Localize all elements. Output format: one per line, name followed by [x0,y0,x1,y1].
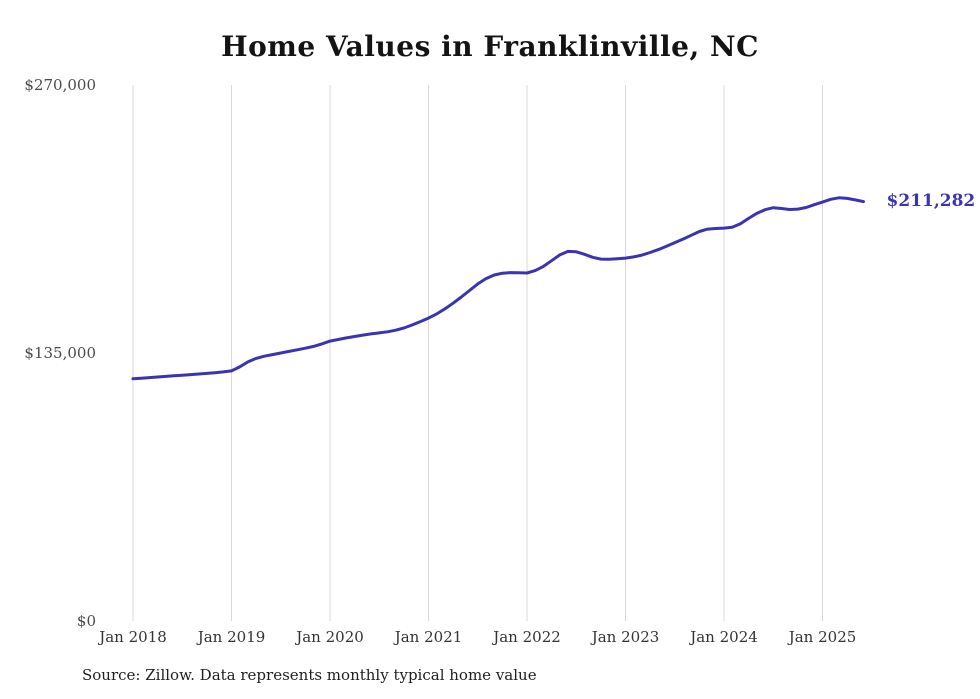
x-tick-label: Jan 2023 [591,628,660,646]
latest-value-label: $211,282 [886,190,976,211]
y-tick-label: $0 [76,612,96,630]
source-note: Source: Zillow. Data represents monthly … [82,666,537,684]
y-tick-label: $270,000 [24,76,96,94]
x-tick-label: Jan 2021 [394,628,463,646]
home-value-line [131,196,865,381]
x-tick-label: Jan 2025 [788,628,857,646]
chart-title: Home Values in Franklinville, NC [221,30,759,63]
x-tick-label: Jan 2018 [99,628,167,646]
x-tick-label: Jan 2024 [690,628,758,646]
x-tick-label: Jan 2022 [493,628,561,646]
x-tick-label: Jan 2020 [296,628,364,646]
y-tick-label: $135,000 [24,344,96,362]
x-tick-label: Jan 2019 [197,628,266,646]
